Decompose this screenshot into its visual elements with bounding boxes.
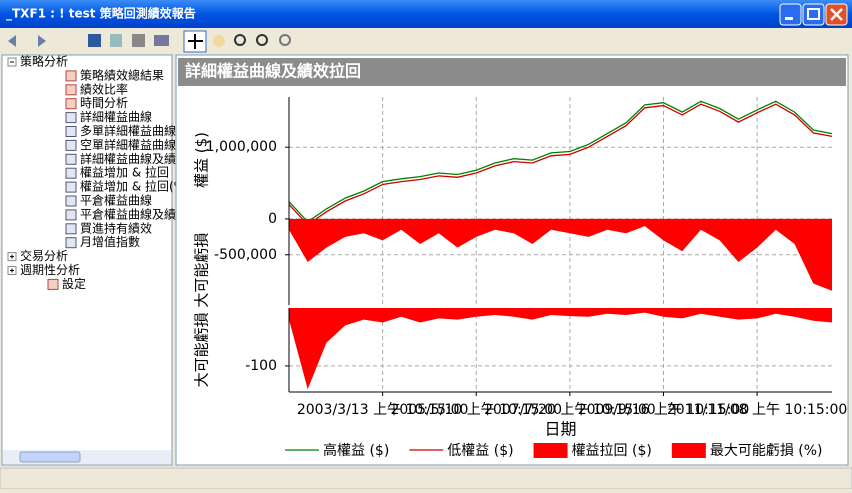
window-buttons[interactable] [779, 3, 848, 26]
panel-title: 詳細權益曲線及績效拉回 [185, 62, 361, 81]
expander-sign [10, 254, 14, 259]
tree-item[interactable]: 多單詳細權益曲線 [80, 123, 176, 138]
legend-label: 權益拉回 ($) [572, 443, 652, 459]
tree: 策略分析策略績效總結果績效比率時間分析詳細權益曲線多單詳細權益曲線空單詳細權益曲… [7, 54, 190, 291]
tree-item[interactable]: 週期性分析 [20, 263, 80, 277]
legend-label: 最大可能虧損 (%) [710, 443, 823, 459]
tree-item[interactable]: 權益增加 & 拉回 [80, 165, 169, 180]
y-tick-label: -500,000 [214, 247, 277, 263]
tree-item[interactable]: 平倉權益曲線 [80, 193, 152, 208]
tree-item[interactable]: 買進持有績效 [80, 220, 152, 235]
chart-panel [175, 54, 849, 466]
panel-header [178, 58, 846, 86]
item-icon [65, 195, 77, 207]
item-icon [65, 237, 77, 249]
line [288, 103, 833, 226]
legend-swatch [533, 443, 568, 458]
item-icon [65, 139, 77, 151]
item-icon [65, 181, 77, 193]
legend-swatch [671, 443, 706, 458]
item-icon [65, 84, 77, 96]
item-icon [65, 167, 77, 179]
x-axis-label: 日期 [544, 420, 576, 439]
item-icon [65, 209, 77, 221]
tree-item[interactable]: 權益增加 & 拉回(%) [80, 179, 190, 194]
tree-item[interactable]: 策略分析 [20, 54, 68, 69]
y-tick-label: -100 [245, 358, 277, 374]
item-icon [65, 98, 77, 110]
item-icon [47, 278, 59, 290]
item-icon [65, 70, 77, 82]
area [289, 308, 832, 390]
tree-panel [1, 54, 173, 466]
tree-item[interactable]: 時間分析 [80, 96, 128, 110]
tree-item[interactable]: 月增值指數 [80, 234, 140, 249]
item-icon [65, 112, 77, 124]
tree-item[interactable]: 策略績效總結果 [80, 67, 164, 82]
tree-item[interactable]: 交易分析 [20, 248, 68, 263]
item-icon [65, 126, 77, 137]
item-icon [65, 153, 77, 165]
item-icon [65, 223, 77, 235]
line [288, 100, 833, 223]
chart: 1,000,000 0 -500,000 權益 ($) -100 大可能虧損 大可能虧損 2… [193, 97, 847, 459]
legend-label: 高權益 ($) [323, 442, 389, 459]
x-tick-label: 2009/9/16 上午 10:15:00 [578, 402, 750, 418]
status-bar [0, 467, 852, 490]
tree-item[interactable]: 詳細權益曲線及績效 [80, 151, 188, 166]
legend-label: 低權益 ($) [447, 443, 513, 459]
toolbar [0, 28, 852, 54]
tree-item[interactable]: 績效比率 [80, 81, 128, 96]
y-tick-label: 1,000,000 [206, 139, 277, 155]
x-tick-label: 2003/3/13 上午 10:15:00 [297, 402, 469, 418]
toolbar-icons[interactable] [8, 30, 291, 53]
expander-sign [10, 268, 14, 273]
title-bar [0, 0, 852, 28]
x-tick-label: 2007/7/20 上午 10:15:00 [484, 402, 656, 418]
window-title: _TXF1 : ! test 策略回測績效報告 [6, 6, 196, 22]
x-tick-label: 2005/5/10 上午 10:15:00 [390, 402, 562, 418]
tree-item[interactable]: 平倉權益曲線及績效 [80, 206, 188, 221]
tree-item[interactable]: 設定 [62, 276, 86, 291]
y-tick-label: 0 [268, 211, 277, 227]
y-axis-label: 大可能虧損 大可能虧損 [193, 233, 211, 388]
tree-item[interactable]: 詳細權益曲線 [80, 109, 152, 124]
x-tick-label: 2011/11/08 上午 10:15:00 [667, 402, 847, 418]
area [289, 218, 832, 291]
tree-item[interactable]: 空單詳細權益曲線 [80, 137, 176, 152]
y-axis-label: 權益 ($) [193, 132, 211, 188]
